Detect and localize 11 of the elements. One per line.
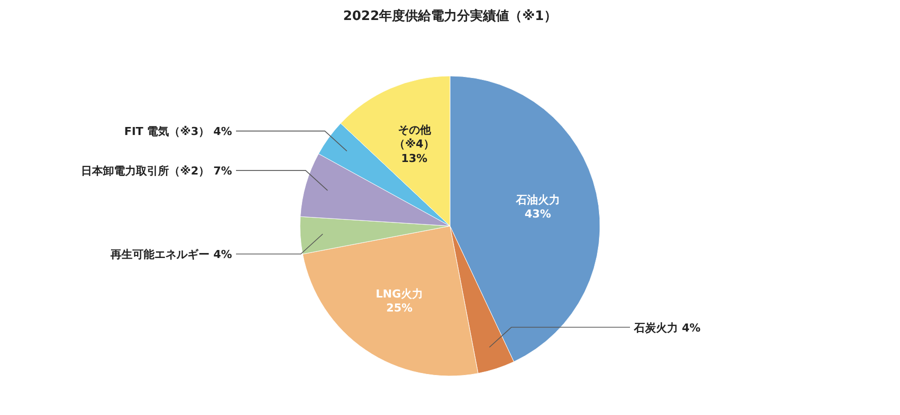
slice-label: 再生可能エネルギー 4% [109, 248, 232, 262]
slice-label: FIT 電気（※3） 4% [124, 125, 232, 138]
slice-label: 石油火力 [514, 193, 560, 206]
data-label: 13% [401, 152, 428, 165]
slice-label: その他（※4） [394, 123, 434, 151]
slice-label: 日本卸電力取引所（※2） 7% [81, 164, 232, 178]
slice-label: 石炭火力 4% [633, 321, 701, 334]
data-label: 25% [386, 302, 413, 315]
slice-label: LNG火力 [376, 287, 424, 300]
chart-title: 2022年度供給電力分実績値（※1） [343, 8, 557, 24]
data-label: 43% [524, 208, 552, 221]
